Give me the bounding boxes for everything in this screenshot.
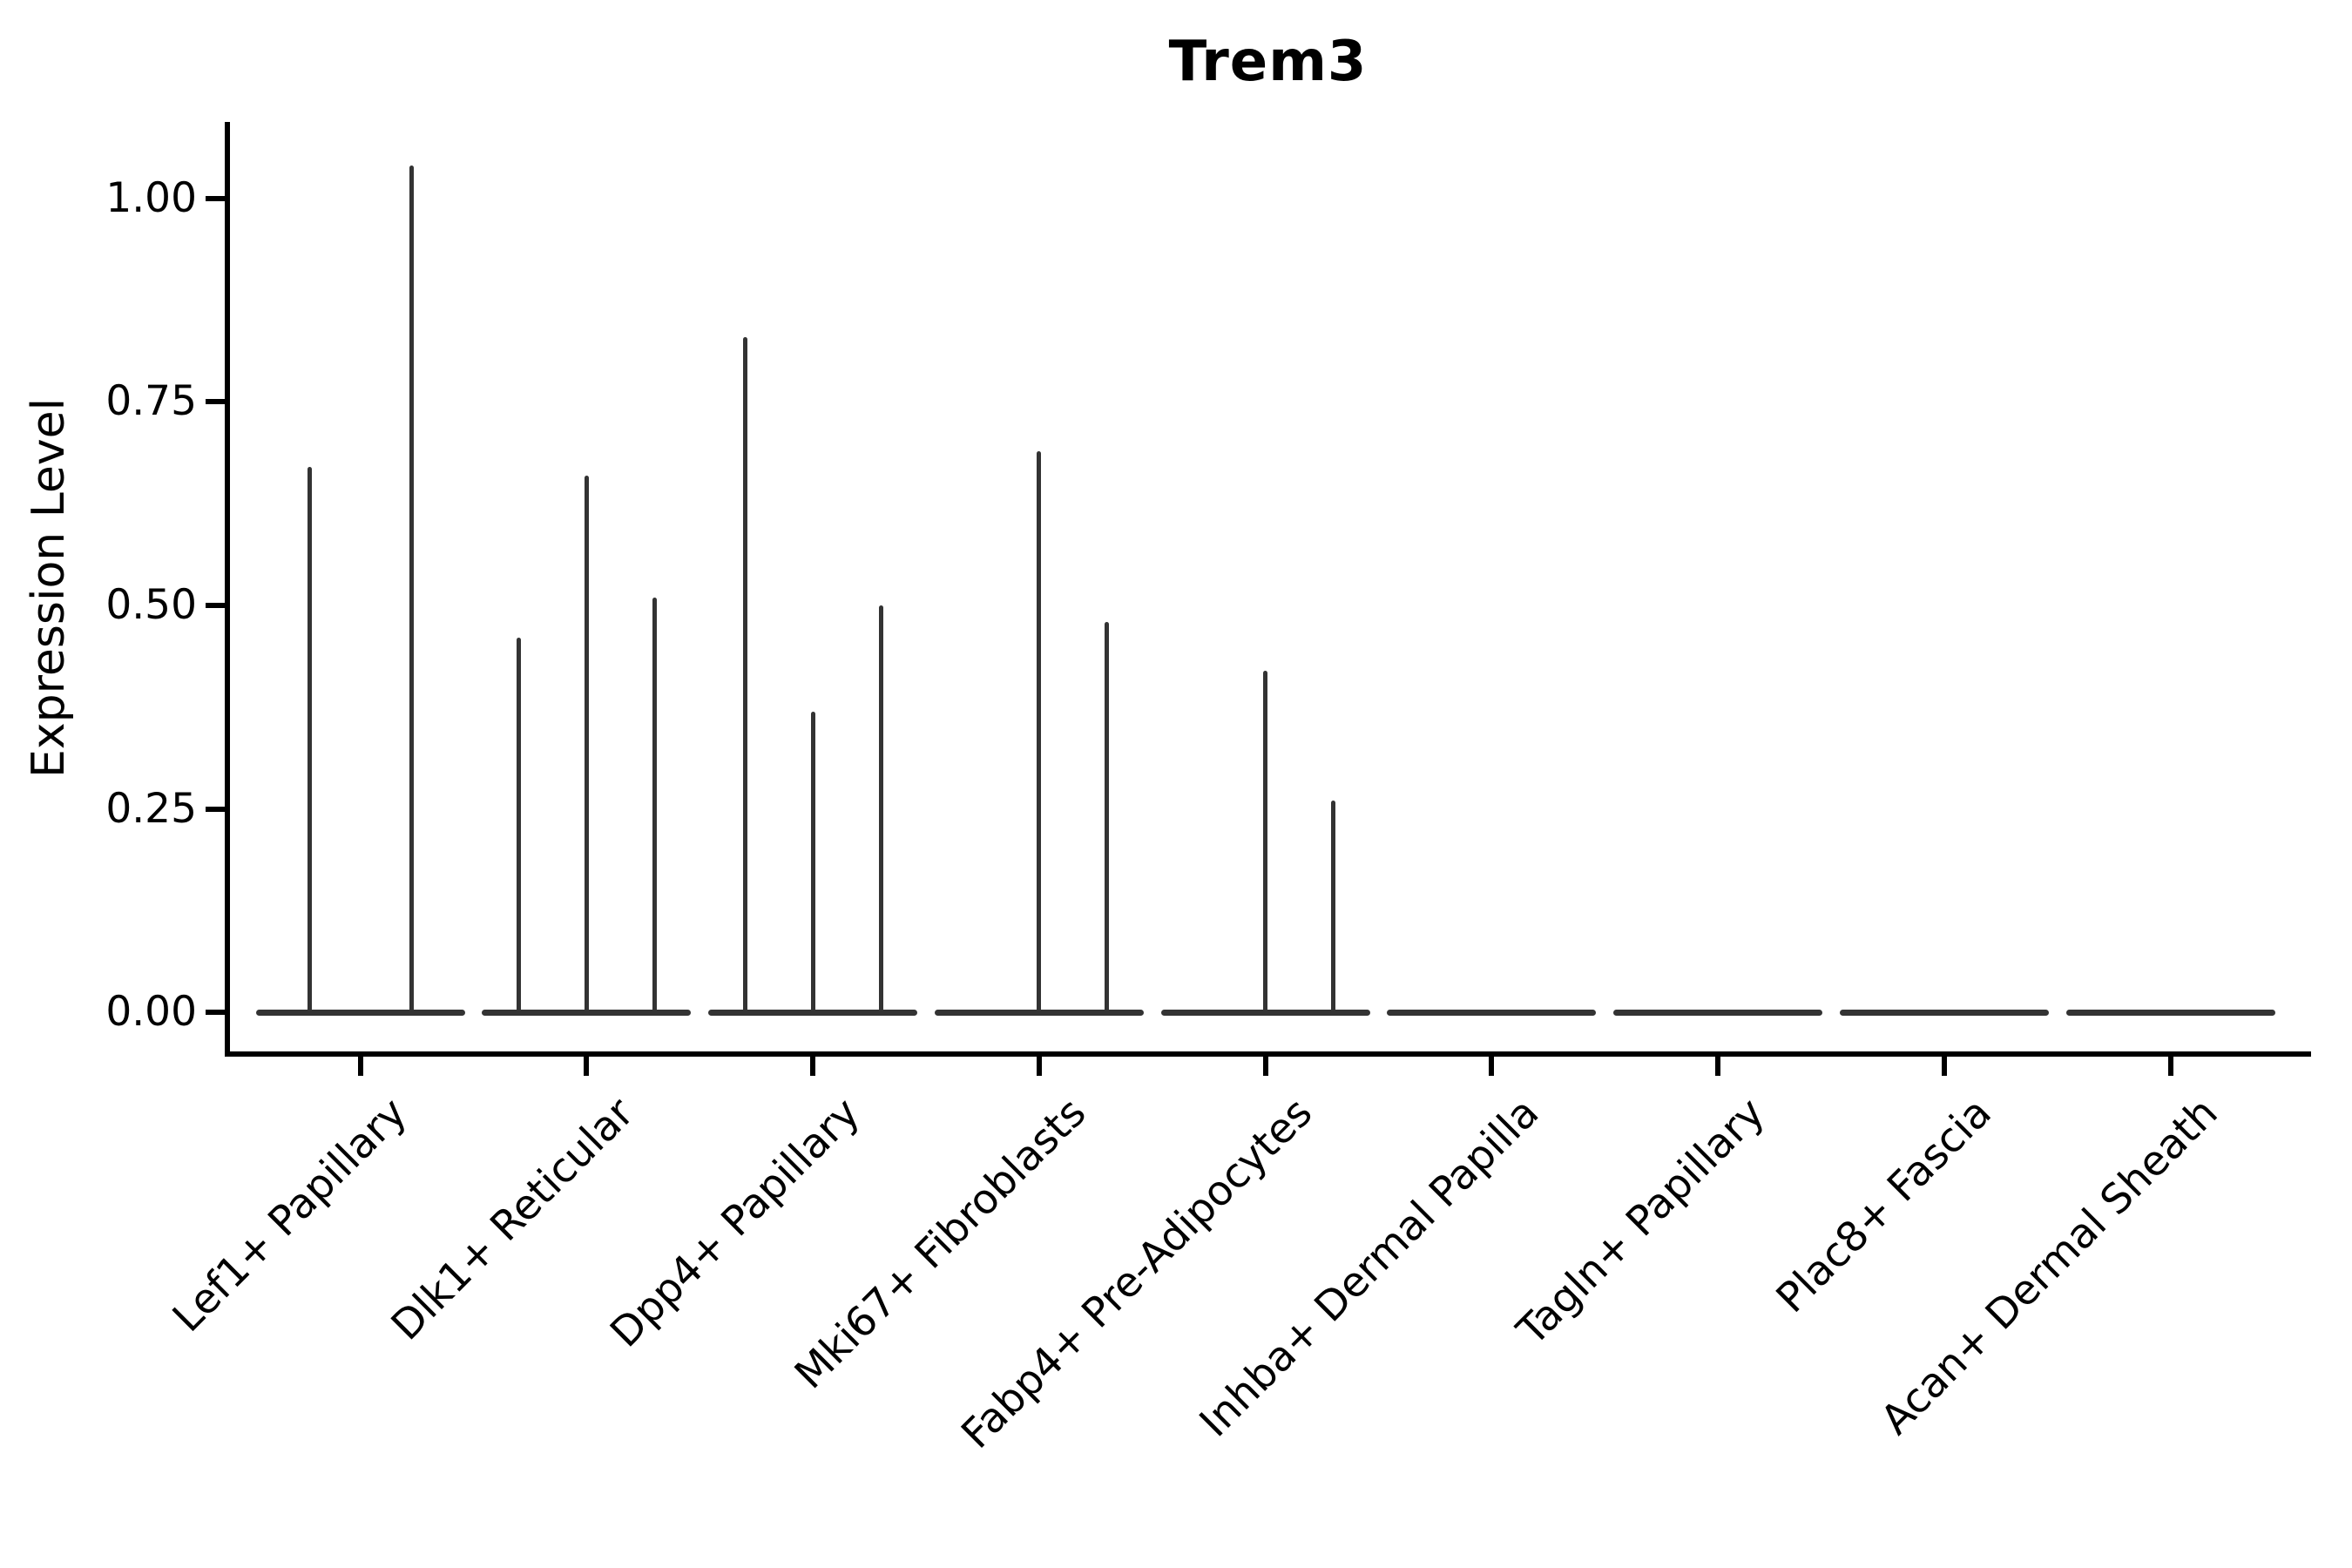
violin-spike [1105, 621, 1110, 1016]
y-tick-mark [206, 399, 225, 405]
y-tick-mark [206, 806, 225, 812]
violin-spike [1037, 450, 1042, 1016]
violin-base [1839, 1009, 2049, 1016]
x-tick-label: Dlk1+ Reticular [382, 1088, 644, 1350]
y-tick-mark [206, 195, 225, 201]
violin-spike [409, 166, 414, 1016]
violin-spike [742, 336, 747, 1016]
violin-spike [1263, 670, 1268, 1016]
y-tick-mark [206, 1010, 225, 1016]
y-tick-label: 0.00 [105, 988, 197, 1037]
y-tick-label: 0.50 [105, 581, 197, 630]
y-tick-label: 1.00 [105, 173, 197, 222]
x-tick-mark [1262, 1057, 1268, 1076]
x-tick-mark [1036, 1057, 1042, 1076]
y-tick-label: 0.25 [105, 784, 197, 833]
plot-area [225, 122, 2311, 1057]
x-tick-mark [584, 1057, 590, 1076]
violin-spike [516, 638, 521, 1016]
x-tick-mark [1489, 1057, 1495, 1076]
violin-spike [584, 475, 589, 1016]
x-tick-mark [810, 1057, 816, 1076]
violin-spike [652, 597, 657, 1016]
x-tick-mark [1941, 1057, 1947, 1076]
violin-spike [878, 605, 883, 1016]
x-tick-mark [357, 1057, 363, 1076]
violin-base [1613, 1009, 1823, 1016]
x-tick-label: Tagln+ Papillary [1508, 1088, 1774, 1355]
y-tick-mark [206, 603, 225, 609]
violin-spike [308, 467, 312, 1016]
y-tick-label: 0.75 [105, 377, 197, 426]
x-tick-label: Dpp4+ Papillary [601, 1088, 869, 1357]
violin-base [255, 1009, 465, 1016]
x-tick-label: Lef1+ Papillary [164, 1088, 417, 1342]
violin-base [2065, 1009, 2275, 1016]
chart-title: Trem3 [1168, 30, 1368, 94]
x-tick-label: Plac8+ Fascia [1767, 1088, 2001, 1322]
x-tick-mark [1715, 1057, 1721, 1076]
violin-spike [1331, 801, 1336, 1016]
violin-spike [810, 711, 815, 1016]
violin-base [1387, 1009, 1597, 1016]
x-tick-mark [2167, 1057, 2173, 1076]
